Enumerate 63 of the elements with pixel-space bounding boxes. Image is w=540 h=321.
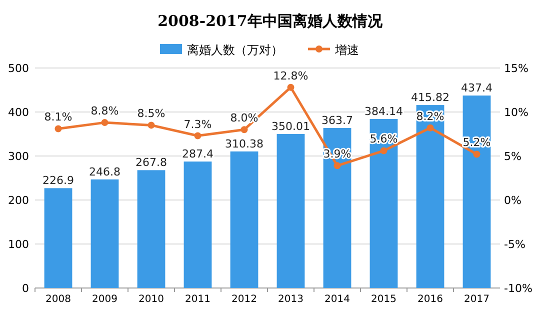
x-tick-label: 2009 xyxy=(92,294,118,305)
data-label: 12.8% xyxy=(273,69,308,82)
point xyxy=(426,124,434,132)
point xyxy=(240,126,248,134)
x-tick-label: 2015 xyxy=(371,294,396,305)
data-label: 267.8 xyxy=(136,156,167,170)
x-tick-label: 2013 xyxy=(278,294,304,305)
y-tick-label: 400 xyxy=(8,106,29,119)
x-tick-label: 2014 xyxy=(324,294,350,305)
point xyxy=(148,122,155,129)
point xyxy=(101,119,108,126)
data-label: 8.5% xyxy=(137,107,166,120)
point xyxy=(334,162,341,170)
y2-tick-label: -10% xyxy=(504,282,532,295)
data-label: 363.7 xyxy=(322,114,353,127)
y-tick-label: 200 xyxy=(8,194,29,207)
x-tick-label: 2010 xyxy=(138,294,164,305)
bar xyxy=(44,188,72,288)
point xyxy=(194,132,202,140)
x-tick-label: 2008 xyxy=(46,294,71,305)
x-tick-label: 2012 xyxy=(232,294,257,305)
x-tick-label: 2017 xyxy=(464,294,490,305)
legend-label: 离婚人数（万对） xyxy=(187,43,283,57)
data-label: 5.2% xyxy=(462,136,491,150)
point xyxy=(473,150,480,158)
bar xyxy=(90,179,119,288)
data-label: 226.9 xyxy=(42,174,74,188)
y2-tick-label: 10% xyxy=(504,106,528,119)
point xyxy=(287,84,294,91)
y2-tick-label: -5% xyxy=(504,238,526,251)
point xyxy=(380,147,388,154)
y-tick-label: 500 xyxy=(8,62,29,75)
bar xyxy=(370,118,398,288)
bar xyxy=(230,151,258,288)
y-tick-label: 300 xyxy=(8,150,29,163)
legend-label: 增速 xyxy=(334,43,359,57)
data-label: 8.8% xyxy=(90,104,119,118)
chart-title: 2008-2017年中国离婚人数情况 xyxy=(158,12,384,30)
data-label: 7.3% xyxy=(184,118,212,131)
bar xyxy=(416,105,444,288)
y-tick-label: 0 xyxy=(22,282,29,295)
x-tick-label: 2011 xyxy=(185,294,210,305)
data-label: 415.82 xyxy=(411,91,450,104)
bar xyxy=(323,128,352,288)
x-tick-label: 2016 xyxy=(418,294,443,305)
data-label: 310.38 xyxy=(225,137,264,150)
data-label: 5.6% xyxy=(370,132,398,146)
data-label: 384.14 xyxy=(364,104,403,118)
data-label: 350.01 xyxy=(272,120,310,133)
y2-tick-label: 0% xyxy=(504,194,522,207)
bar xyxy=(462,96,491,288)
data-label: 8.1% xyxy=(44,110,72,124)
data-label: 437.4 xyxy=(461,82,492,95)
y2-tick-label: 15% xyxy=(504,62,528,75)
data-label: 8.2% xyxy=(416,110,444,123)
bar xyxy=(137,170,166,288)
point xyxy=(54,125,62,132)
data-label: 246.8 xyxy=(89,165,120,178)
data-label: 287.4 xyxy=(182,148,214,161)
bar xyxy=(184,162,212,288)
y-tick-label: 100 xyxy=(8,238,29,251)
y2-tick-label: 5% xyxy=(504,150,522,163)
bar xyxy=(276,134,305,288)
